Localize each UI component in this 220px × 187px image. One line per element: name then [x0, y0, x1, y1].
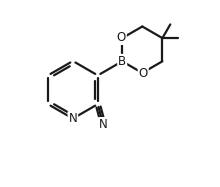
- Text: N: N: [68, 112, 77, 125]
- Text: N: N: [99, 118, 108, 131]
- Text: O: O: [139, 67, 148, 80]
- Text: O: O: [117, 31, 126, 44]
- Text: B: B: [118, 55, 126, 68]
